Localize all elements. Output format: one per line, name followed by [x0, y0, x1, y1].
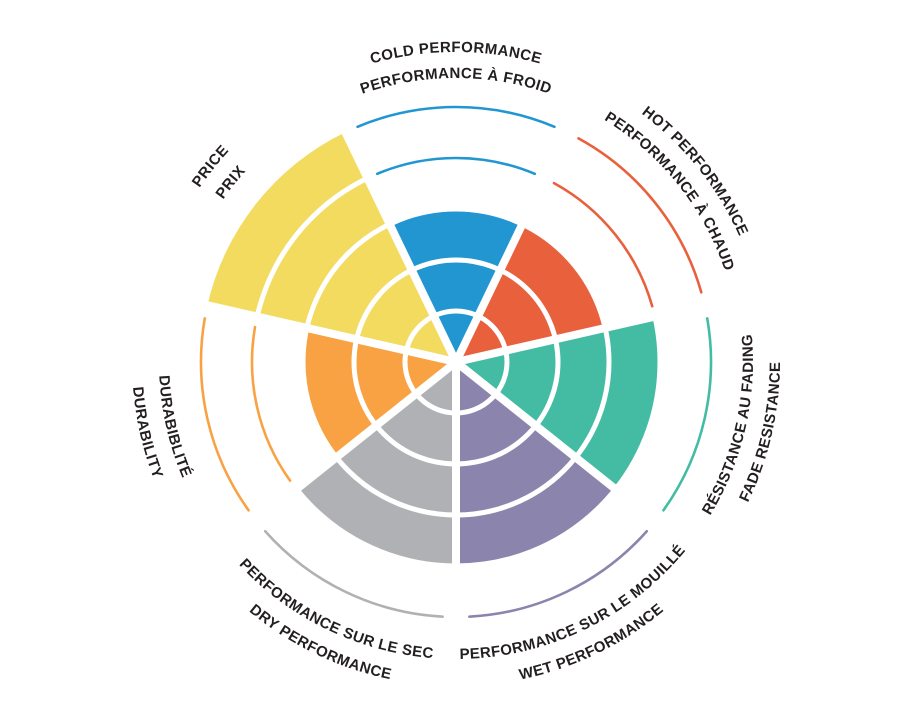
sector-label-text-cold-fr: PERFORMANCE À FROID	[358, 65, 553, 98]
unfilled-level-arc-hot-5	[577, 137, 703, 294]
sector-gap-line	[338, 124, 460, 364]
sector-label-cold-en: COLD PERFORMANCE	[368, 39, 543, 68]
sector-wedge-dry	[296, 362, 456, 566]
sector-wedge-wet	[456, 362, 616, 566]
sector-wedge-price	[207, 132, 456, 362]
sector-gap-line	[452, 124, 574, 364]
sector-wedge-durability	[302, 327, 456, 458]
sector-gap-line	[248, 358, 459, 529]
sector-gap-line	[453, 358, 664, 529]
unfilled-level-arc-cold-4	[375, 156, 537, 176]
unfilled-level-arc-fade-5	[662, 317, 713, 512]
sector-wedge-cold	[389, 209, 523, 362]
sector-label-text-hot-en: HOT PERFORMANCE	[639, 103, 751, 238]
sector-label-hot-en: HOT PERFORMANCE	[639, 103, 752, 238]
unfilled-level-arc-wet-5	[468, 529, 649, 618]
unfilled-level-arc-durability-5	[199, 317, 250, 512]
sector-gap-line	[199, 299, 457, 366]
sector-label-cold-fr: PERFORMANCE À FROID	[358, 65, 554, 98]
unfilled-level-arc-cold-5	[356, 105, 556, 129]
unfilled-level-arc-hot-4	[552, 181, 654, 308]
unfilled-level-arc-dry-5	[263, 529, 444, 618]
sector-label-text-cold-en: COLD PERFORMANCE	[368, 39, 543, 68]
unfilled-level-arc-durability-4	[250, 325, 292, 482]
sector-gap-line	[455, 299, 713, 366]
